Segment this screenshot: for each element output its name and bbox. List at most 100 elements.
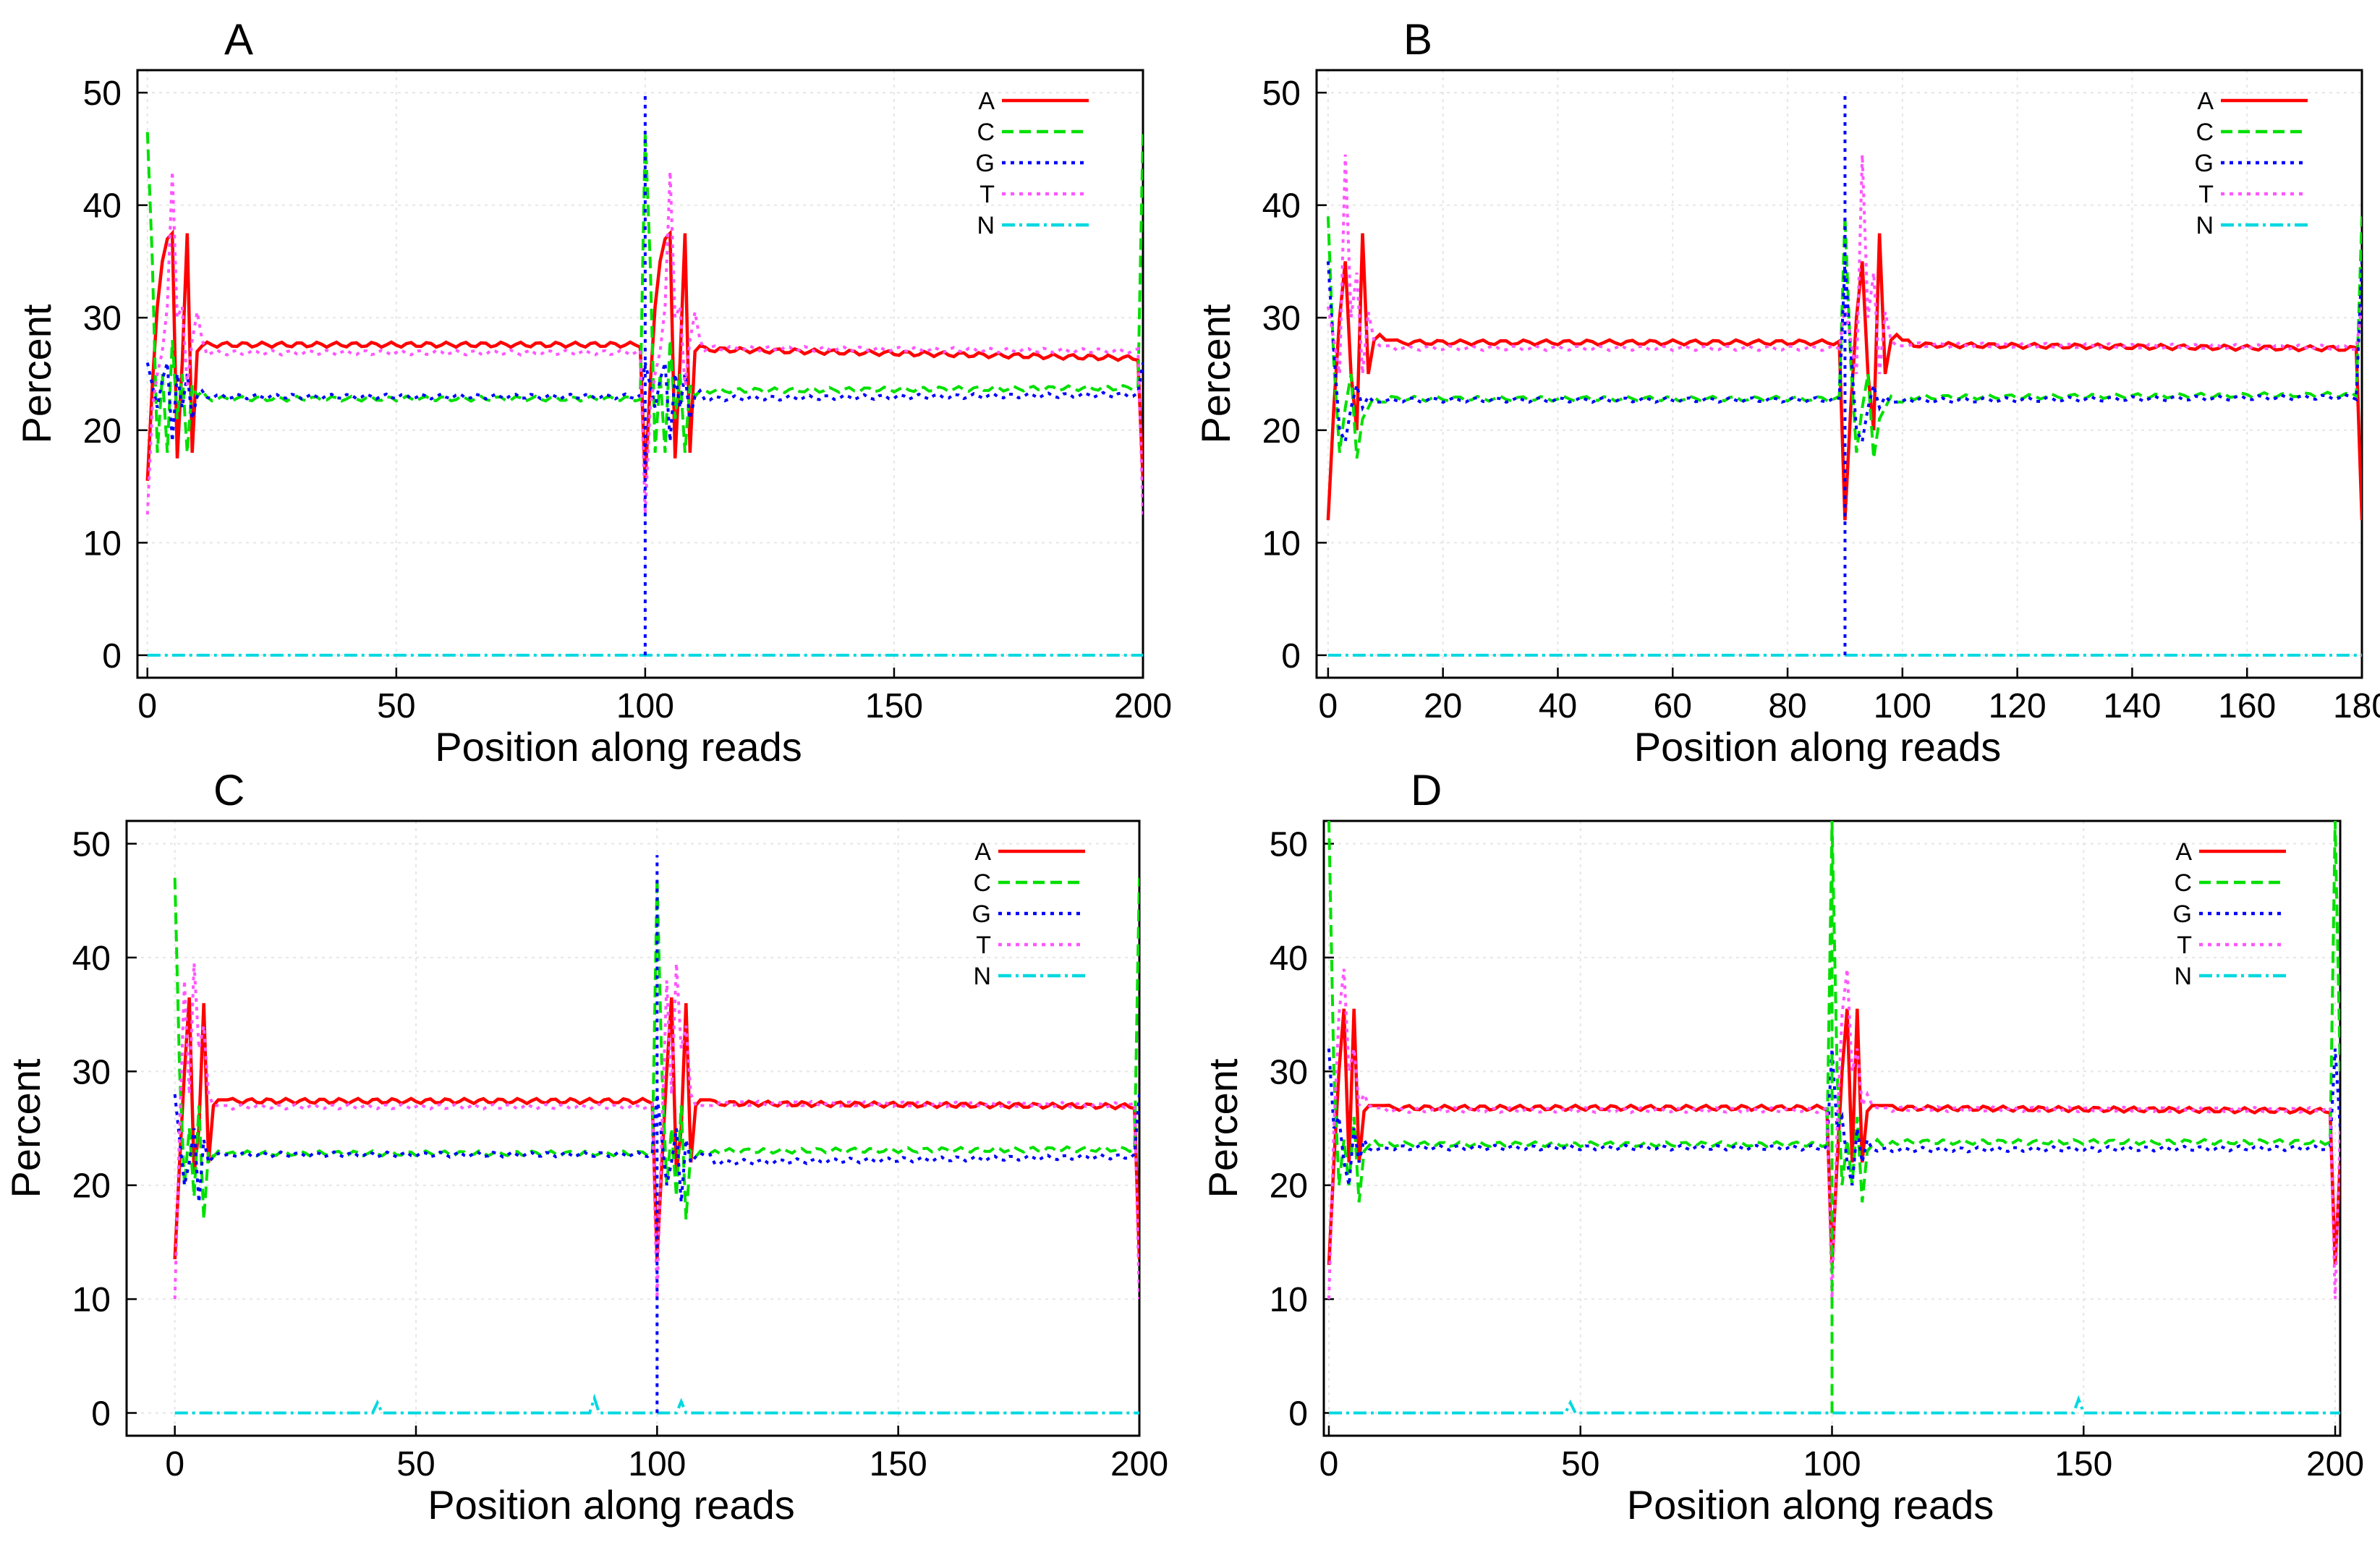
x-tick-label: 0 <box>165 1445 184 1483</box>
legend-label-c: C <box>2196 119 2214 146</box>
series-line-c <box>1327 820 2340 1203</box>
plot-frame <box>1315 69 2363 679</box>
y-tick-label: 20 <box>72 1167 111 1206</box>
y-axis-title: Percent <box>14 304 59 443</box>
legend-label-n: N <box>2196 212 2214 239</box>
y-tick-label: 10 <box>83 524 122 563</box>
y-tick-label: 10 <box>72 1281 111 1319</box>
legend-label-t: T <box>2198 181 2214 208</box>
y-axis-title: Percent <box>3 1058 48 1198</box>
y-tick-label: 10 <box>1262 524 1301 563</box>
series-line-a <box>1327 1008 2340 1266</box>
x-tick-label: 100 <box>628 1445 686 1483</box>
y-tick-label: 40 <box>1270 940 1308 978</box>
legend-label-a: A <box>978 88 995 115</box>
x-tick-label: 120 <box>1989 687 2047 725</box>
legend-label-g: G <box>976 150 995 177</box>
y-axis-title: Percent <box>1200 1058 1246 1198</box>
x-tick-label: 40 <box>1539 687 1577 725</box>
legend-label-a: A <box>2197 88 2214 115</box>
y-tick-label: 30 <box>72 1053 111 1091</box>
y-tick-label: 30 <box>1270 1053 1308 1091</box>
series-line-c <box>145 132 1143 453</box>
x-tick-label: 150 <box>870 1445 927 1483</box>
chart-svg: D 0 50 100 150 200 0 10 20 30 40 50 Position along r… <box>1200 766 2364 1528</box>
series-line-t <box>173 963 1139 1300</box>
panel-label: B <box>1403 15 1432 64</box>
x-tick-label: 180 <box>2333 687 2380 725</box>
panel-d: D 0 50 100 150 200 0 10 20 30 40 50 Position along r… <box>1190 766 2380 1550</box>
legend-label-c: C <box>977 119 995 146</box>
series-line-t <box>1327 968 2340 1300</box>
x-axis-title: Position along reads <box>1627 1482 1994 1528</box>
legend-label-g: G <box>972 900 991 928</box>
x-tick-label: 150 <box>865 687 923 725</box>
y-tick-label: 0 <box>91 1395 111 1434</box>
legend-label-a: A <box>974 838 991 866</box>
series-line-n <box>1329 1394 2340 1415</box>
y-tick-label: 30 <box>1262 299 1301 338</box>
y-tick-label: 50 <box>83 74 122 113</box>
legend-label-t: T <box>2177 932 2192 959</box>
series-line-g <box>1327 1048 2340 1186</box>
panel-label: D <box>1411 766 1442 814</box>
y-tick-label: 50 <box>72 825 111 864</box>
x-tick-label: 100 <box>1874 687 1931 725</box>
series-line-g <box>145 362 1143 442</box>
y-axis-title: Percent <box>1193 304 1238 443</box>
legend-label-n: N <box>973 963 991 990</box>
y-tick-label: 40 <box>1262 187 1301 226</box>
x-tick-label: 200 <box>2306 1445 2364 1483</box>
panel-c: C 0 50 100 150 200 0 10 20 30 40 50 Position along r… <box>0 766 1190 1550</box>
x-tick-label: 150 <box>2054 1445 2112 1483</box>
y-tick-label: 50 <box>1270 825 1308 864</box>
x-axis-title: Position along reads <box>435 724 802 770</box>
legend-label-g: G <box>2195 150 2214 177</box>
x-axis-title: Position along reads <box>428 1482 794 1528</box>
x-tick-label: 200 <box>1110 1445 1168 1483</box>
x-tick-label: 160 <box>2218 687 2276 725</box>
x-tick-label: 50 <box>377 687 415 725</box>
series-line-a <box>1326 233 2362 521</box>
y-tick-label: 10 <box>1270 1281 1308 1319</box>
legend-label-a: A <box>2175 838 2192 866</box>
legend-label-n: N <box>2174 963 2192 990</box>
x-tick-label: 50 <box>396 1445 435 1483</box>
y-tick-label: 0 <box>102 637 122 676</box>
panel-b: B 0 20 40 60 80 100 120 140 160 180 0 10 20 30 40 50 Posi… <box>1190 0 2380 778</box>
legend-label-c: C <box>973 869 991 897</box>
legend-label-g: G <box>2173 900 2192 928</box>
x-tick-label: 50 <box>1561 1445 1599 1483</box>
legend-label-t: T <box>976 932 991 959</box>
y-tick-label: 20 <box>1262 412 1301 451</box>
plot-frame <box>136 69 1144 679</box>
chart-svg: A 0 50 100 150 200 0 10 20 30 40 50 Position along r… <box>14 15 1172 770</box>
y-tick-label: 40 <box>72 940 111 978</box>
panel-a: A 0 50 100 150 200 0 10 20 30 40 50 Position along r… <box>0 0 1190 778</box>
x-tick-label: 80 <box>1768 687 1806 725</box>
x-tick-label: 0 <box>1319 1445 1339 1483</box>
x-axis-title: Position along reads <box>1634 724 2001 770</box>
y-tick-label: 40 <box>83 187 122 226</box>
x-tick-label: 200 <box>1114 687 1172 725</box>
x-tick-label: 60 <box>1654 687 1692 725</box>
x-tick-label: 20 <box>1424 687 1462 725</box>
x-tick-label: 0 <box>137 687 157 725</box>
panel-label: A <box>224 15 253 64</box>
y-tick-label: 30 <box>83 299 122 338</box>
y-tick-label: 20 <box>1270 1167 1308 1206</box>
x-tick-label: 140 <box>2103 687 2161 725</box>
legend-label-t: T <box>979 181 995 208</box>
y-tick-label: 20 <box>83 412 122 451</box>
y-tick-label: 0 <box>1288 1395 1308 1434</box>
legend-label-c: C <box>2174 869 2192 897</box>
x-tick-label: 0 <box>1319 687 1338 725</box>
x-tick-label: 100 <box>1803 1445 1861 1483</box>
legend-label-n: N <box>977 212 995 239</box>
y-tick-label: 50 <box>1262 74 1301 113</box>
y-tick-label: 0 <box>1281 637 1301 676</box>
plot-frame <box>125 819 1141 1437</box>
x-tick-label: 100 <box>616 687 674 725</box>
panel-label: C <box>213 766 245 814</box>
